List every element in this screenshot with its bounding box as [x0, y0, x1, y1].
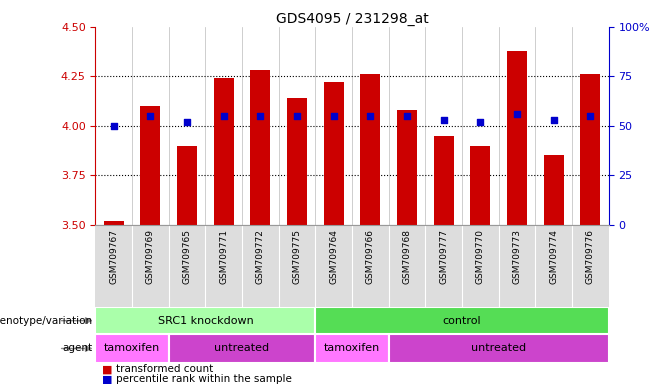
Point — [548, 117, 559, 123]
Point — [365, 113, 376, 119]
Bar — [324, 82, 343, 225]
Bar — [397, 110, 417, 225]
Text: GSM709772: GSM709772 — [256, 229, 265, 284]
Bar — [470, 146, 490, 225]
Bar — [287, 98, 307, 225]
Bar — [544, 156, 564, 225]
Text: GSM709766: GSM709766 — [366, 229, 375, 284]
Text: GSM709773: GSM709773 — [513, 229, 522, 284]
Text: ■: ■ — [102, 374, 116, 384]
Bar — [250, 70, 270, 225]
Bar — [104, 221, 124, 225]
Point — [109, 123, 119, 129]
Point — [218, 113, 229, 119]
Text: control: control — [443, 316, 481, 326]
Bar — [315, 307, 609, 334]
Text: GSM709764: GSM709764 — [329, 229, 338, 284]
Text: GSM709767: GSM709767 — [109, 229, 118, 284]
Text: agent: agent — [62, 343, 92, 354]
Bar — [140, 106, 161, 225]
Text: percentile rank within the sample: percentile rank within the sample — [116, 374, 292, 384]
Text: GSM709769: GSM709769 — [146, 229, 155, 284]
Bar — [507, 51, 527, 225]
Text: transformed count: transformed count — [116, 364, 214, 374]
Point — [402, 113, 413, 119]
Point — [145, 113, 156, 119]
Bar — [580, 74, 600, 225]
Point — [512, 111, 522, 117]
Bar — [168, 334, 315, 363]
Point — [182, 119, 192, 125]
Text: tamoxifen: tamoxifen — [324, 343, 380, 354]
Bar — [434, 136, 454, 225]
Point — [255, 113, 266, 119]
Point — [328, 113, 339, 119]
Point — [585, 113, 595, 119]
Bar — [389, 334, 609, 363]
Bar — [95, 334, 168, 363]
Text: GSM709776: GSM709776 — [586, 229, 595, 284]
Bar — [95, 307, 315, 334]
Text: SRC1 knockdown: SRC1 knockdown — [157, 316, 253, 326]
Text: genotype/variation: genotype/variation — [0, 316, 92, 326]
Text: GSM709765: GSM709765 — [182, 229, 191, 284]
Text: GSM709777: GSM709777 — [439, 229, 448, 284]
Point — [438, 117, 449, 123]
Bar — [177, 146, 197, 225]
Bar — [315, 334, 389, 363]
Text: tamoxifen: tamoxifen — [104, 343, 160, 354]
Text: ■: ■ — [102, 364, 116, 374]
Text: GSM709768: GSM709768 — [403, 229, 411, 284]
Text: GSM709774: GSM709774 — [549, 229, 558, 284]
Title: GDS4095 / 231298_at: GDS4095 / 231298_at — [276, 12, 428, 26]
Text: untreated: untreated — [471, 343, 526, 354]
Bar — [214, 78, 234, 225]
Point — [291, 113, 302, 119]
Text: GSM709771: GSM709771 — [219, 229, 228, 284]
Text: untreated: untreated — [215, 343, 270, 354]
Bar — [361, 74, 380, 225]
Text: GSM709775: GSM709775 — [293, 229, 301, 284]
Point — [475, 119, 486, 125]
Text: GSM709770: GSM709770 — [476, 229, 485, 284]
